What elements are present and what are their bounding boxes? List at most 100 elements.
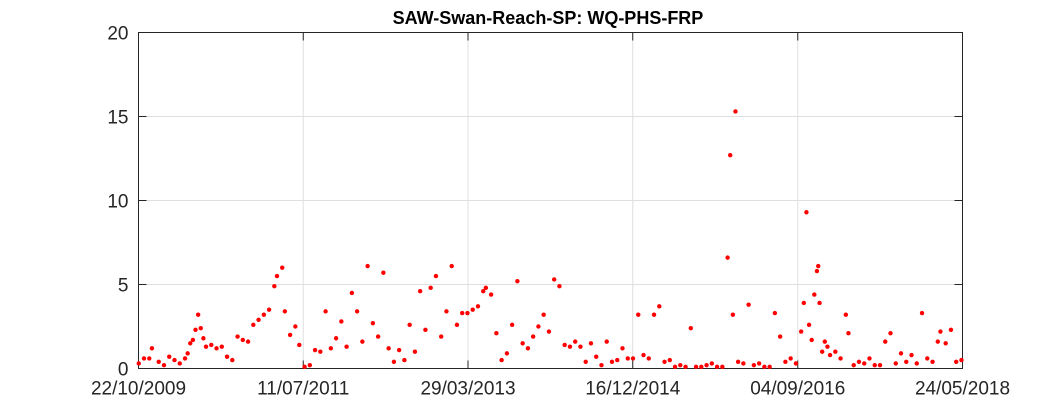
data-point <box>959 357 964 363</box>
data-point <box>423 327 428 333</box>
data-point <box>720 364 725 370</box>
data-point <box>843 312 849 317</box>
data-point <box>287 332 293 338</box>
data-point <box>396 347 402 353</box>
data-point <box>328 346 334 351</box>
data-point <box>177 361 182 366</box>
data-point <box>746 302 751 307</box>
data-point <box>688 325 694 331</box>
data-point <box>783 359 788 364</box>
data-point <box>230 357 235 363</box>
data-point <box>203 344 209 349</box>
data-point <box>261 312 267 317</box>
data-point <box>188 341 193 346</box>
data-point <box>444 309 449 314</box>
data-point <box>599 362 604 368</box>
data-point <box>819 349 825 354</box>
data-point <box>412 349 418 354</box>
data-point <box>428 285 433 291</box>
data-point <box>149 346 155 351</box>
data-point <box>333 336 339 341</box>
data-point <box>156 359 161 364</box>
x-tick-label: 29/03/2013 <box>420 379 515 400</box>
data-point <box>730 312 736 317</box>
data-point <box>323 309 328 314</box>
data-point <box>141 356 147 361</box>
data-point <box>297 342 302 348</box>
data-point <box>909 352 914 358</box>
x-tick-label: 16/12/2014 <box>585 379 681 400</box>
data-point <box>214 346 219 351</box>
data-point <box>609 359 615 364</box>
data-point <box>935 339 940 344</box>
data-point <box>182 356 188 361</box>
data-point <box>402 357 407 363</box>
data-point <box>541 312 546 317</box>
data-point <box>339 319 344 324</box>
data-point <box>883 339 888 344</box>
grid-lines <box>138 32 963 369</box>
data-point <box>678 362 683 368</box>
data-point <box>625 356 630 361</box>
data-point <box>872 362 877 368</box>
data-point <box>201 336 206 341</box>
data-point <box>925 356 930 361</box>
y-tick-labels: 0 5 10 15 20 <box>107 24 128 381</box>
data-point <box>557 283 562 289</box>
data-point <box>136 361 141 366</box>
data-point <box>185 351 190 356</box>
data-point <box>709 361 715 366</box>
data-point <box>756 361 762 366</box>
data-point <box>930 359 935 364</box>
data-point <box>856 359 862 364</box>
data-point <box>551 277 557 282</box>
data-point <box>256 317 261 322</box>
y-tick-label: 15 <box>107 108 128 129</box>
data-point <box>318 349 323 354</box>
x-tick-labels: 22/10/2009 11/07/2011 29/03/2013 16/12/2014… <box>91 379 1010 400</box>
data-point <box>801 300 806 306</box>
data-point <box>433 273 439 279</box>
data-point <box>381 270 386 275</box>
data-point <box>893 361 898 366</box>
data-point <box>449 263 454 269</box>
data-point <box>816 263 821 269</box>
data-point <box>641 352 646 358</box>
data-point <box>751 362 757 368</box>
data-point <box>365 263 370 269</box>
data-point <box>953 359 959 364</box>
data-point <box>546 329 552 334</box>
data-point <box>594 354 599 359</box>
data-point <box>733 109 738 114</box>
data-point <box>530 334 536 339</box>
data-point <box>280 265 285 270</box>
data-point <box>651 312 657 317</box>
data-point <box>525 346 531 351</box>
data-point <box>195 312 201 317</box>
data-point <box>846 331 851 336</box>
data-point <box>588 341 594 346</box>
data-point <box>360 339 365 344</box>
data-point <box>562 342 567 348</box>
data-point <box>583 359 588 364</box>
data-point <box>728 152 733 158</box>
data-point <box>209 342 214 348</box>
data-point <box>536 324 541 329</box>
data-point <box>567 344 573 349</box>
data-point <box>904 359 909 364</box>
x-tick-label: 24/05/2018 <box>915 379 1010 400</box>
data-point <box>312 347 318 353</box>
data-point <box>172 357 177 363</box>
data-point <box>344 344 349 349</box>
data-point <box>167 354 172 359</box>
data-point <box>161 362 167 368</box>
data-point <box>438 334 444 339</box>
data-point <box>725 255 730 260</box>
data-point <box>515 278 520 284</box>
data-point <box>888 331 893 336</box>
data-point <box>370 320 376 326</box>
data-point <box>240 337 246 343</box>
data-point <box>266 307 272 312</box>
data-point <box>788 356 793 361</box>
